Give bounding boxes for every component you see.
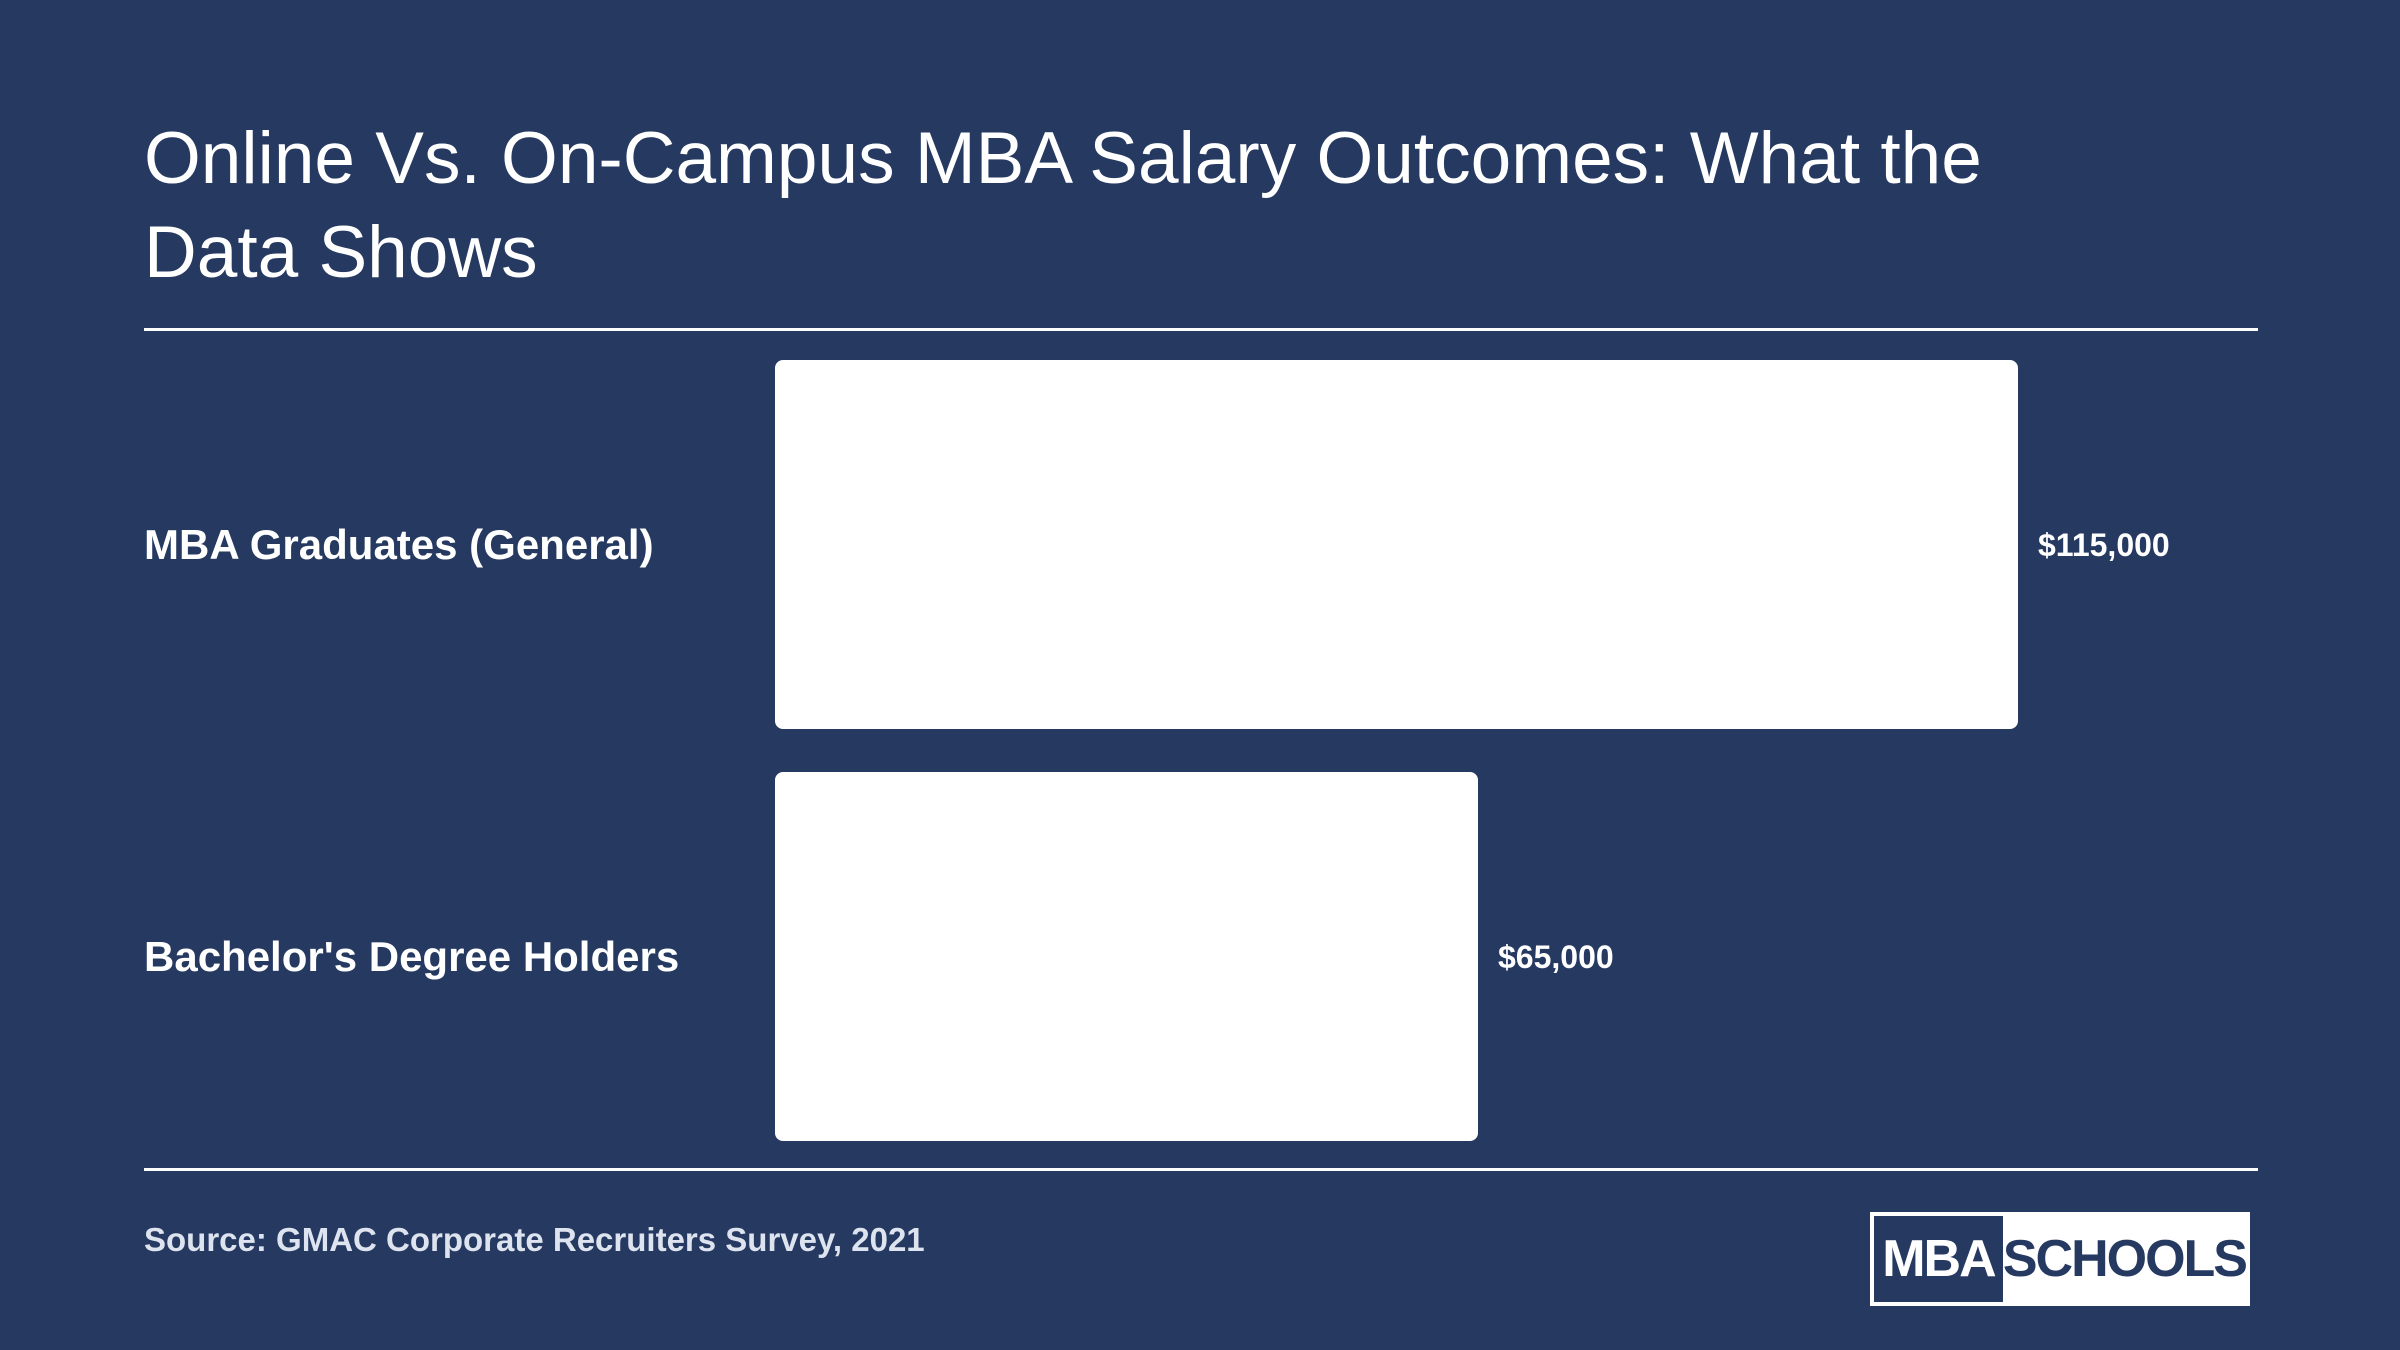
- source-note: Source: GMAC Corporate Recruiters Survey…: [144, 1221, 925, 1258]
- mba-schools-logo: MBA SCHOOLS: [1870, 1212, 2250, 1306]
- chart-title: Online Vs. On-Campus MBA Salary Outcomes…: [144, 118, 1982, 293]
- bar: [775, 772, 1478, 1141]
- value-label: $65,000: [1498, 938, 1614, 975]
- bottom-divider: [144, 1168, 2258, 1171]
- value-label: $115,000: [2038, 526, 2170, 563]
- logo-mba-text: MBA: [1874, 1216, 2003, 1302]
- logo-schools-text: SCHOOLS: [2002, 1216, 2248, 1302]
- bar: [775, 360, 2018, 729]
- top-divider: [144, 328, 2258, 331]
- category-label: MBA Graduates (General): [144, 520, 654, 568]
- category-label: Bachelor's Degree Holders: [144, 932, 680, 980]
